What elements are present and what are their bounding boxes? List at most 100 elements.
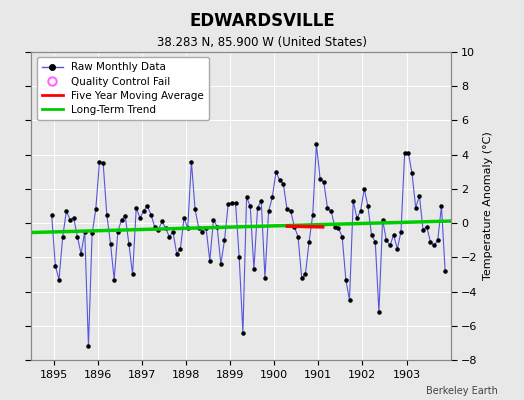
- Point: [327, 208, 335, 214]
- Point: [382, 237, 390, 244]
- Point: [187, 158, 195, 165]
- Point: [331, 223, 339, 230]
- Point: [400, 150, 409, 156]
- Point: [312, 141, 321, 148]
- Point: [158, 218, 166, 225]
- Point: [393, 246, 401, 252]
- Point: [176, 246, 184, 252]
- Point: [66, 216, 74, 223]
- Point: [283, 206, 291, 213]
- Point: [161, 225, 170, 232]
- Point: [88, 230, 96, 236]
- Point: [191, 206, 199, 213]
- Point: [224, 201, 232, 208]
- Point: [183, 225, 192, 232]
- Y-axis label: Temperature Anomaly (°C): Temperature Anomaly (°C): [483, 132, 493, 280]
- Point: [422, 223, 431, 230]
- Point: [257, 198, 266, 204]
- Point: [202, 225, 210, 232]
- Point: [59, 234, 67, 240]
- Point: [165, 234, 173, 240]
- Point: [290, 223, 299, 230]
- Point: [301, 271, 310, 278]
- Point: [243, 194, 251, 201]
- Point: [404, 150, 412, 156]
- Point: [51, 263, 60, 269]
- Point: [114, 228, 122, 235]
- Point: [254, 204, 262, 211]
- Point: [367, 232, 376, 238]
- Point: [198, 228, 206, 235]
- Point: [441, 268, 449, 274]
- Point: [99, 160, 107, 166]
- Point: [356, 208, 365, 214]
- Point: [62, 208, 71, 214]
- Point: [209, 216, 217, 223]
- Point: [92, 206, 100, 213]
- Point: [268, 194, 277, 201]
- Point: [125, 240, 133, 247]
- Point: [110, 276, 118, 283]
- Point: [250, 266, 258, 272]
- Point: [136, 215, 144, 221]
- Point: [419, 227, 427, 233]
- Point: [73, 234, 82, 240]
- Point: [364, 203, 372, 209]
- Point: [433, 237, 442, 244]
- Point: [338, 234, 346, 240]
- Point: [55, 276, 63, 283]
- Point: [375, 309, 383, 315]
- Point: [103, 211, 111, 218]
- Point: [246, 203, 255, 209]
- Text: EDWARDSVILLE: EDWARDSVILLE: [189, 12, 335, 30]
- Point: [81, 228, 89, 235]
- Point: [147, 211, 155, 218]
- Point: [139, 208, 148, 214]
- Point: [386, 242, 394, 248]
- Point: [397, 228, 405, 235]
- Point: [106, 240, 115, 247]
- Point: [272, 168, 280, 175]
- Point: [305, 239, 313, 245]
- Point: [205, 258, 214, 264]
- Text: Berkeley Earth: Berkeley Earth: [426, 386, 498, 396]
- Point: [294, 234, 302, 240]
- Point: [342, 276, 350, 283]
- Point: [345, 297, 354, 303]
- Point: [287, 208, 295, 214]
- Point: [128, 271, 137, 278]
- Point: [265, 208, 273, 214]
- Point: [353, 215, 361, 221]
- Point: [180, 215, 188, 221]
- Point: [389, 232, 398, 238]
- Point: [132, 204, 140, 211]
- Point: [150, 223, 159, 230]
- Point: [334, 225, 343, 232]
- Point: [235, 254, 243, 260]
- Point: [172, 251, 181, 257]
- Point: [77, 251, 85, 257]
- Point: [227, 199, 236, 206]
- Point: [316, 176, 324, 182]
- Point: [194, 225, 203, 232]
- Point: [213, 223, 221, 230]
- Point: [320, 179, 328, 185]
- Legend: Raw Monthly Data, Quality Control Fail, Five Year Moving Average, Long-Term Tren: Raw Monthly Data, Quality Control Fail, …: [37, 57, 209, 120]
- Point: [48, 211, 56, 218]
- Point: [276, 177, 284, 184]
- Point: [415, 192, 423, 199]
- Point: [360, 186, 368, 192]
- Point: [143, 203, 151, 209]
- Point: [378, 216, 387, 223]
- Point: [426, 239, 434, 245]
- Point: [279, 180, 288, 187]
- Point: [239, 330, 247, 336]
- Point: [231, 199, 239, 206]
- Point: [169, 228, 177, 235]
- Point: [121, 213, 129, 220]
- Point: [411, 204, 420, 211]
- Point: [298, 275, 306, 281]
- Point: [95, 158, 104, 165]
- Point: [371, 239, 379, 245]
- Point: [437, 203, 445, 209]
